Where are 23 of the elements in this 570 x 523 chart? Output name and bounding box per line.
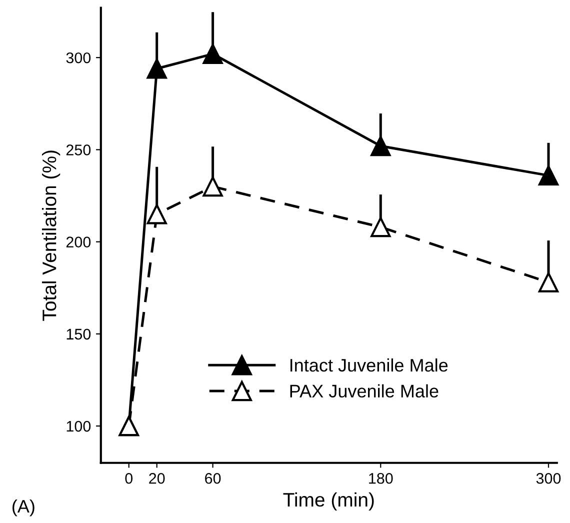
text: (A): [12, 499, 34, 516]
legend-label: PAX Juvenile Male: [290, 384, 438, 398]
x-tick-label: 180: [369, 472, 393, 484]
point: [202, 44, 223, 64]
point: [370, 216, 391, 238]
y-tick-label: 250: [66, 144, 91, 156]
y-tick-label: 150: [66, 328, 91, 340]
point: [370, 136, 391, 156]
point: [146, 204, 167, 224]
point: [538, 165, 559, 186]
y-tick-label: 200: [66, 236, 91, 248]
x-tick-label: 60: [205, 472, 221, 484]
y-axis-title: Total Ventilation (%): [42, 150, 60, 321]
point: [146, 58, 167, 79]
x-tick-label: 20: [149, 472, 165, 484]
legend-label: Intact Juvenile Male: [290, 358, 448, 372]
x-axis-title: Time (min): [283, 492, 374, 510]
x-tick-label: 0: [125, 472, 133, 484]
y-tick-label: 300: [66, 52, 91, 64]
x-tick-label: 300: [536, 472, 561, 484]
y-tick-label: 100: [66, 420, 91, 432]
point: [202, 176, 223, 197]
point: [538, 272, 559, 292]
